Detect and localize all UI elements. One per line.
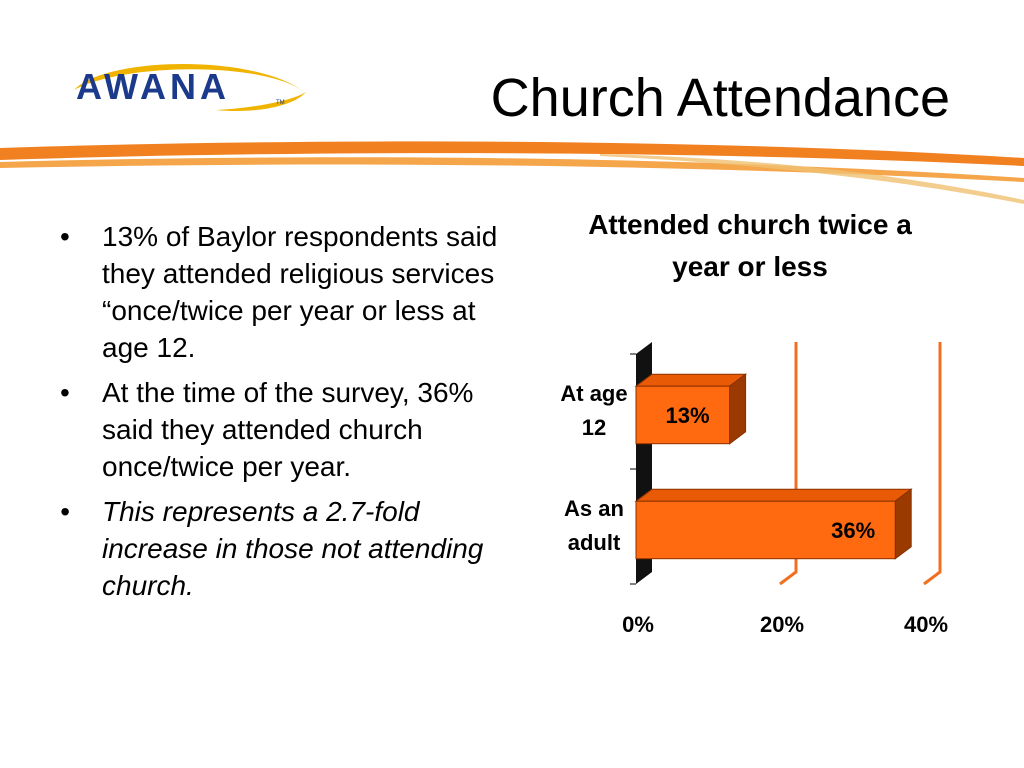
chart-bar-front bbox=[635, 385, 731, 445]
chart-labels: 13% 36% At age 12 As an adult 0% 20% 40% bbox=[560, 381, 948, 637]
bullet-item: At the time of the survey, 36% said they… bbox=[58, 374, 498, 485]
bullet-item-italic: This represents a 2.7-fold increase in t… bbox=[58, 493, 498, 604]
bullet-item: 13% of Baylor respondents said they atte… bbox=[58, 218, 498, 366]
chart-x-tick-label: 0% bbox=[622, 612, 654, 637]
chart-data-label: 13% bbox=[666, 403, 710, 428]
chart-bar-top bbox=[634, 488, 913, 502]
header-swoosh-decoration bbox=[0, 141, 1024, 204]
bullet-list: 13% of Baylor respondents said they atte… bbox=[58, 218, 498, 612]
chart-bar-front bbox=[635, 500, 896, 560]
chart-bar-side bbox=[729, 373, 747, 445]
chart-bar bbox=[634, 488, 913, 560]
logo-swoosh-icon bbox=[74, 64, 304, 92]
chart-bar-top bbox=[634, 373, 748, 387]
chart-title: Attended church twice a year or less bbox=[588, 209, 912, 282]
chart-gridlines bbox=[779, 342, 942, 586]
chart-x-tick-label: 40% bbox=[904, 612, 948, 637]
chart-category-label: At age 12 bbox=[560, 381, 627, 440]
logo-wordmark: AWANA bbox=[76, 66, 230, 107]
chart-bars bbox=[634, 373, 913, 560]
awana-logo: AWANA TM bbox=[74, 64, 306, 112]
logo-swoosh-lower-icon bbox=[216, 92, 306, 112]
chart-category-label: As an adult bbox=[564, 496, 624, 555]
slide-title: Church Attendance bbox=[490, 68, 950, 128]
chart-bar bbox=[634, 373, 748, 445]
logo-trademark: TM bbox=[276, 100, 285, 106]
bar-chart: 13% 36% At age 12 As an adult 0% 20% 40% bbox=[560, 342, 948, 637]
chart-gridline bbox=[779, 342, 798, 586]
chart-gridline bbox=[923, 342, 942, 586]
chart-data-label: 36% bbox=[831, 518, 875, 543]
chart-x-tick-label: 20% bbox=[760, 612, 804, 637]
chart-bar-side bbox=[894, 488, 912, 560]
